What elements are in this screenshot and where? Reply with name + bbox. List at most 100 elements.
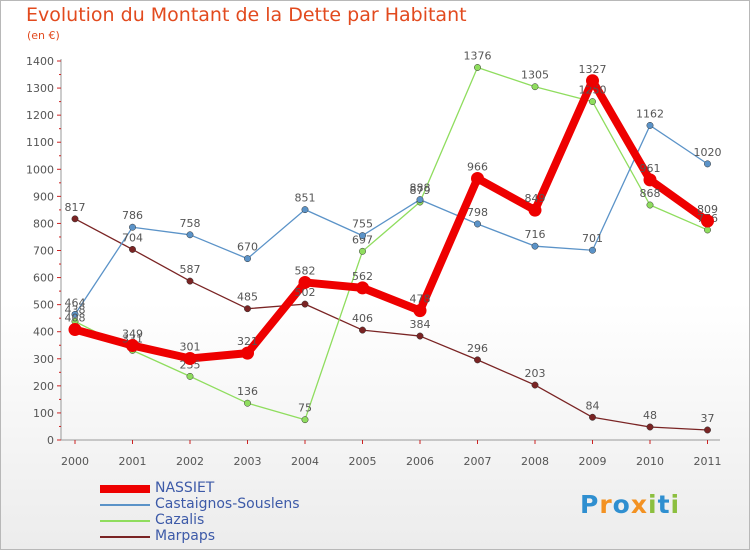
y-tick-label: 900 — [33, 190, 54, 203]
y-tick-label: 1200 — [26, 109, 54, 122]
data-label-marpaps: 48 — [643, 409, 657, 422]
data-point-castaignos-souslens — [416, 196, 424, 204]
data-label-marpaps: 406 — [352, 312, 373, 325]
data-label-nassiet: 849 — [525, 192, 546, 205]
y-tick-label: 200 — [33, 380, 54, 393]
series-line-nassiet — [71, 76, 712, 363]
data-point-cazalis — [474, 64, 481, 71]
data-label-cazalis: 1250 — [579, 84, 607, 97]
proxiti-logo: Proxiti — [580, 490, 680, 519]
data-point-nassiet — [413, 304, 427, 318]
data-label-cazalis: 697 — [352, 233, 373, 246]
legend-label: Cazalis — [155, 512, 205, 528]
data-label-nassiet: 478 — [410, 293, 431, 306]
logo-letter: t — [657, 490, 671, 519]
data-label-castaignos-souslens: 716 — [525, 228, 546, 241]
x-tick-label: 2011 — [694, 455, 722, 468]
data-point-marpaps — [129, 245, 136, 253]
series-line-marpaps — [74, 218, 709, 431]
data-point-marpaps — [704, 426, 711, 434]
data-point-nassiet — [298, 275, 312, 289]
unit-label: (en €) — [27, 29, 60, 42]
legend-label: Castaignos-Souslens — [155, 496, 300, 512]
data-label-cazalis: 879 — [410, 184, 431, 197]
data-label-castaignos-souslens: 755 — [352, 218, 373, 231]
data-point-cazalis — [589, 98, 596, 106]
chart-title: Evolution du Montant de la Dette par Hab… — [26, 4, 467, 26]
data-point-marpaps — [531, 381, 539, 389]
data-point-castaignos-souslens — [531, 242, 539, 250]
y-tick-label: 1000 — [26, 163, 54, 176]
data-label-castaignos-souslens: 888 — [410, 182, 431, 195]
logo-letter: P — [580, 490, 600, 519]
legend-swatch — [100, 485, 150, 493]
data-point-marpaps — [589, 413, 596, 421]
data-label-castaignos-souslens: 464 — [65, 296, 86, 309]
logo-letter: x — [630, 490, 648, 519]
data-point-marpaps — [474, 356, 481, 364]
data-label-marpaps: 704 — [122, 231, 143, 244]
y-tick-label: 800 — [33, 217, 54, 230]
data-point-cazalis — [186, 372, 194, 380]
data-point-castaignos-souslens — [71, 310, 79, 318]
data-point-nassiet — [68, 323, 82, 337]
data-label-cazalis: 438 — [65, 303, 86, 316]
legend-label: Marpaps — [155, 528, 216, 544]
logo-letter: r — [599, 490, 613, 519]
data-point-marpaps — [301, 300, 309, 308]
data-point-marpaps — [646, 423, 654, 431]
y-tick-label: 0 — [47, 434, 54, 447]
data-point-cazalis — [359, 247, 366, 255]
data-point-marpaps — [416, 332, 424, 340]
data-point-marpaps — [359, 326, 366, 334]
x-tick-label: 2007 — [464, 455, 492, 468]
data-point-castaignos-souslens — [301, 206, 309, 214]
data-label-marpaps: 84 — [586, 399, 600, 412]
data-label-marpaps: 37 — [701, 412, 715, 425]
data-point-nassiet — [586, 74, 599, 88]
data-label-cazalis: 75 — [298, 402, 312, 415]
data-point-marpaps — [71, 215, 79, 223]
legend-label: NASSIET — [155, 480, 215, 496]
data-point-cazalis — [301, 416, 309, 424]
data-point-castaignos-souslens — [129, 223, 136, 231]
data-point-nassiet — [126, 339, 139, 353]
logo-letter: i — [670, 490, 681, 519]
y-tick-label: 600 — [33, 272, 54, 285]
series-line-castaignos-souslens — [74, 124, 709, 316]
data-point-nassiet — [356, 281, 369, 295]
data-point-castaignos-souslens — [589, 246, 596, 254]
data-label-nassiet: 582 — [295, 264, 316, 277]
data-label-cazalis: 1305 — [521, 69, 549, 82]
data-label-cazalis: 136 — [237, 385, 258, 398]
data-label-marpaps: 485 — [237, 291, 258, 304]
x-tick-label: 2009 — [579, 455, 607, 468]
data-label-marpaps: 817 — [65, 201, 86, 214]
x-tick-label: 2001 — [119, 455, 147, 468]
series-line-cazalis — [74, 66, 709, 421]
x-tick-label: 2008 — [521, 455, 549, 468]
data-label-nassiet: 321 — [237, 335, 258, 348]
data-label-cazalis: 868 — [640, 187, 661, 200]
y-tick-label: 700 — [33, 245, 54, 258]
data-label-castaignos-souslens: 798 — [467, 206, 488, 219]
data-label-marpaps: 384 — [410, 318, 431, 331]
data-label-marpaps: 296 — [467, 342, 488, 355]
data-label-cazalis: 1376 — [464, 49, 492, 62]
data-point-nassiet — [701, 214, 714, 228]
legend-swatch — [100, 536, 150, 538]
data-point-nassiet — [471, 171, 484, 185]
data-point-nassiet — [183, 352, 197, 366]
x-tick-label: 2000 — [61, 455, 89, 468]
data-label-marpaps: 587 — [180, 263, 201, 276]
data-label-nassiet: 562 — [352, 270, 373, 283]
data-point-castaignos-souslens — [359, 232, 366, 240]
data-point-cazalis — [704, 226, 711, 234]
logo-letter: o — [612, 490, 631, 519]
x-tick-label: 2010 — [636, 455, 664, 468]
data-point-nassiet — [528, 203, 542, 217]
data-point-cazalis — [531, 83, 539, 91]
legend-swatch — [100, 504, 150, 506]
